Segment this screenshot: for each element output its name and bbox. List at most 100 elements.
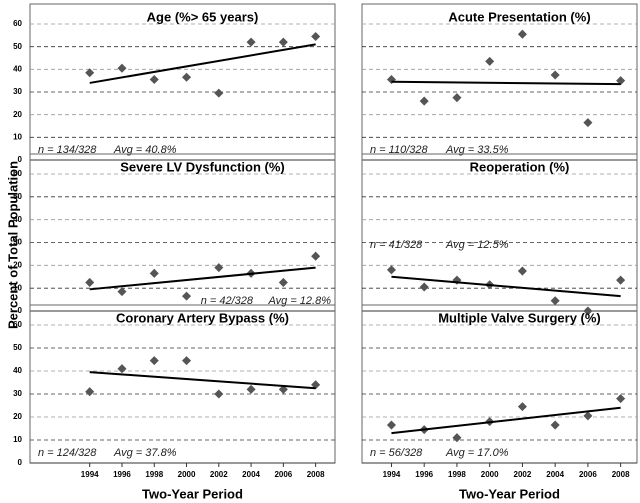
y-tick-label: 20	[13, 260, 22, 269]
point	[214, 263, 224, 273]
point	[149, 75, 159, 85]
annotation: n = 134/328	[38, 144, 97, 156]
annotation: n = 42/328	[201, 295, 254, 307]
annotation: n = 41/328	[370, 239, 423, 251]
y-axis-label: Percent of Total Population	[5, 161, 20, 329]
point	[149, 356, 159, 366]
x-tick-label: 2004	[242, 470, 260, 479]
point	[214, 88, 224, 98]
annotation: Avg = 17.0%	[445, 447, 509, 459]
point	[182, 356, 192, 366]
y-tick-label: 50	[13, 192, 22, 201]
trend-line	[89, 371, 316, 390]
x-tick-label: 1996	[113, 470, 131, 479]
annotation: Avg = 12.5%	[445, 239, 509, 251]
point	[182, 291, 192, 301]
y-tick-label: 30	[13, 238, 22, 247]
point	[485, 56, 495, 66]
annotation: n = 110/328	[370, 144, 428, 156]
panel-frame	[361, 304, 638, 464]
x-tick-label: 1994	[81, 470, 99, 479]
x-tick-label: 2006	[579, 470, 597, 479]
point	[278, 37, 288, 47]
point	[583, 118, 593, 128]
x-axis-label: Two-Year Period	[142, 486, 243, 501]
point	[616, 275, 626, 285]
point	[386, 265, 396, 275]
point	[85, 387, 95, 397]
point	[517, 402, 527, 412]
trend-line	[89, 43, 316, 84]
y-tick-label: 20	[13, 412, 22, 421]
panel-frame	[29, 3, 336, 161]
trend-line	[391, 80, 621, 86]
point	[452, 433, 462, 443]
point	[278, 277, 288, 287]
y-tick-label: 60	[13, 169, 22, 178]
x-axis-label: Two-Year Period	[459, 486, 560, 501]
annotation: n = 56/328	[370, 447, 423, 459]
point	[386, 420, 396, 430]
panel-title: Acute Presentation (%)	[448, 9, 590, 24]
trend-line	[89, 266, 316, 291]
point	[550, 420, 560, 430]
y-tick-label: 60	[13, 320, 22, 329]
panel-frame	[29, 153, 336, 312]
panel-title: Age (%> 65 years)	[147, 9, 259, 24]
point	[616, 394, 626, 404]
y-tick-label: 50	[13, 343, 22, 352]
y-tick-label: 0	[18, 306, 23, 315]
annotation: Avg = 40.8%	[113, 144, 177, 156]
point	[517, 29, 527, 39]
trend-line	[391, 406, 621, 435]
point	[246, 37, 256, 47]
point	[311, 251, 321, 261]
y-tick-label: 30	[13, 389, 22, 398]
point	[517, 266, 527, 276]
point	[117, 63, 127, 73]
annotation: Avg = 12.8%	[268, 295, 332, 307]
y-tick-label: 0	[18, 458, 23, 467]
y-tick-label: 30	[13, 87, 22, 96]
panel-frame	[361, 153, 638, 312]
x-tick-label: 2008	[307, 470, 325, 479]
point	[246, 384, 256, 394]
point	[117, 364, 127, 374]
point	[550, 296, 560, 306]
point	[311, 31, 321, 41]
panel-title: Severe LV Dysfunction (%)	[120, 159, 284, 174]
point	[419, 282, 429, 292]
y-tick-label: 40	[13, 215, 22, 224]
x-tick-label: 1994	[383, 470, 401, 479]
y-tick-label: 0	[18, 155, 23, 164]
point	[452, 93, 462, 103]
point	[85, 68, 95, 78]
point	[550, 70, 560, 80]
point	[149, 268, 159, 278]
annotation: Avg = 37.8%	[113, 447, 177, 459]
x-tick-label: 2002	[210, 470, 228, 479]
panel-title: Reoperation (%)	[470, 159, 570, 174]
x-tick-label: 2000	[481, 470, 499, 479]
point	[214, 389, 224, 399]
point	[117, 287, 127, 297]
x-tick-label: 1998	[145, 470, 163, 479]
x-tick-label: 2000	[178, 470, 196, 479]
x-tick-label: 2008	[612, 470, 630, 479]
y-tick-label: 10	[13, 283, 22, 292]
x-tick-label: 2006	[274, 470, 292, 479]
x-tick-label: 2002	[514, 470, 532, 479]
point	[419, 96, 429, 106]
annotation: Avg = 33.5%	[445, 144, 509, 156]
panel-frame	[29, 304, 336, 464]
y-tick-label: 20	[13, 110, 22, 119]
x-tick-label: 1996	[415, 470, 433, 479]
panel-title: Multiple Valve Surgery (%)	[438, 310, 601, 325]
annotation: n = 124/328	[38, 447, 97, 459]
point	[182, 72, 192, 82]
point	[85, 277, 95, 287]
y-tick-label: 40	[13, 366, 22, 375]
x-tick-label: 1998	[448, 470, 466, 479]
x-tick-label: 2004	[546, 470, 564, 479]
